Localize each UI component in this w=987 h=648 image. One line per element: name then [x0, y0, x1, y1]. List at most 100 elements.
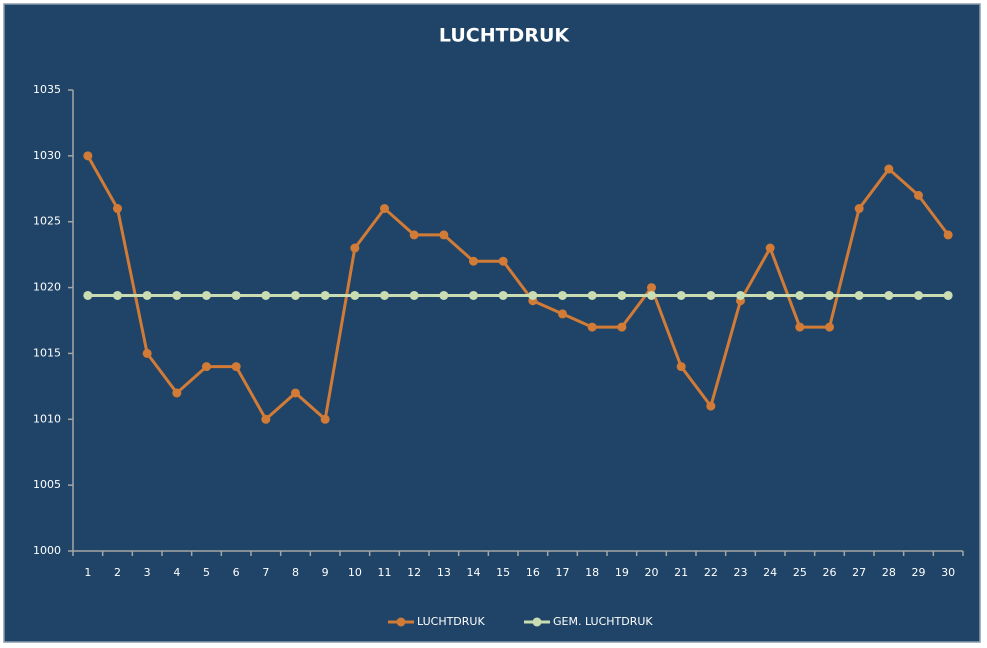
data-point [617, 290, 627, 300]
legend-label: LUCHTDRUK [417, 615, 485, 628]
x-tick-label: 14 [467, 566, 481, 579]
x-tick-label: 16 [526, 566, 540, 579]
data-point [469, 290, 478, 300]
data-point [587, 322, 597, 332]
data-point [320, 290, 330, 300]
data-point [142, 290, 152, 300]
data-point [291, 290, 300, 300]
data-point [854, 290, 864, 300]
x-tick-label: 7 [262, 566, 269, 579]
data-point [943, 230, 953, 240]
data-point [409, 290, 419, 300]
data-point [558, 309, 567, 319]
data-point [914, 290, 923, 300]
data-point [795, 290, 805, 300]
data-point [676, 362, 686, 372]
x-tick-label: 30 [941, 566, 955, 579]
x-tick-label: 11 [378, 566, 392, 579]
series-line [86, 155, 950, 423]
data-point [884, 164, 894, 174]
data-point [380, 290, 389, 300]
data-point [914, 190, 923, 200]
data-point [825, 322, 834, 332]
legend-marker [532, 617, 542, 627]
data-point [706, 401, 716, 411]
legend-marker [396, 617, 406, 627]
x-tick-label: 28 [882, 566, 896, 579]
y-tick-label: 1025 [33, 215, 61, 228]
y-tick-label: 1000 [33, 544, 61, 557]
y-tick-label: 1035 [33, 83, 61, 96]
x-tick-label: 12 [407, 566, 421, 579]
x-tick-label: 21 [674, 566, 688, 579]
legend-label: GEM. LUCHTDRUK [553, 615, 653, 628]
data-point [943, 290, 953, 300]
x-tick-label: 8 [292, 566, 299, 579]
x-tick-label: 19 [615, 566, 629, 579]
data-point [113, 290, 122, 300]
x-tick-label: 9 [322, 566, 329, 579]
data-point [261, 290, 271, 300]
data-point [795, 322, 805, 332]
x-tick-label: 27 [852, 566, 866, 579]
data-point [884, 290, 894, 300]
data-point [172, 388, 182, 398]
data-point [202, 290, 211, 300]
data-point [261, 414, 271, 424]
data-point [765, 290, 775, 300]
x-tick-label: 18 [585, 566, 599, 579]
x-tick-label: 23 [734, 566, 748, 579]
data-point [202, 362, 211, 372]
x-tick-label: 5 [203, 566, 210, 579]
y-tick-label: 1030 [33, 149, 61, 162]
data-point [350, 243, 360, 253]
data-point [587, 290, 597, 300]
x-tick-label: 26 [823, 566, 837, 579]
data-point [469, 256, 478, 266]
data-point [617, 322, 627, 332]
x-tick-label: 6 [233, 566, 240, 579]
data-point [142, 348, 152, 358]
data-point [765, 243, 775, 253]
data-point [439, 290, 449, 300]
chart-background [3, 3, 981, 643]
x-tick-label: 10 [348, 566, 362, 579]
data-point [320, 414, 330, 424]
x-tick-label: 1 [84, 566, 91, 579]
data-point [83, 151, 93, 161]
data-point [854, 204, 864, 214]
x-tick-label: 22 [704, 566, 718, 579]
data-point [498, 290, 508, 300]
x-tick-label: 29 [912, 566, 926, 579]
chart-title: LUCHTDRUK [439, 25, 570, 47]
data-point [409, 230, 419, 240]
y-tick-label: 1015 [33, 346, 61, 359]
data-point [83, 290, 93, 300]
data-point [380, 204, 389, 214]
data-point [231, 362, 241, 372]
y-tick-label: 1010 [33, 412, 61, 425]
data-point [706, 290, 716, 300]
data-point [676, 290, 686, 300]
x-tick-label: 13 [437, 566, 451, 579]
y-tick-label: 1020 [33, 281, 61, 294]
data-point [736, 290, 745, 300]
data-point [647, 290, 656, 300]
data-point [172, 290, 182, 300]
data-point [231, 290, 241, 300]
x-tick-label: 15 [496, 566, 510, 579]
data-point [558, 290, 567, 300]
data-point [825, 290, 834, 300]
x-tick-label: 17 [556, 566, 570, 579]
data-point [350, 290, 360, 300]
data-point [498, 256, 508, 266]
x-tick-label: 3 [144, 566, 151, 579]
x-tick-label: 24 [763, 566, 777, 579]
data-point [291, 388, 300, 398]
x-tick-label: 25 [793, 566, 807, 579]
x-tick-label: 2 [114, 566, 121, 579]
data-point [647, 283, 656, 293]
x-tick-label: 4 [173, 566, 180, 579]
